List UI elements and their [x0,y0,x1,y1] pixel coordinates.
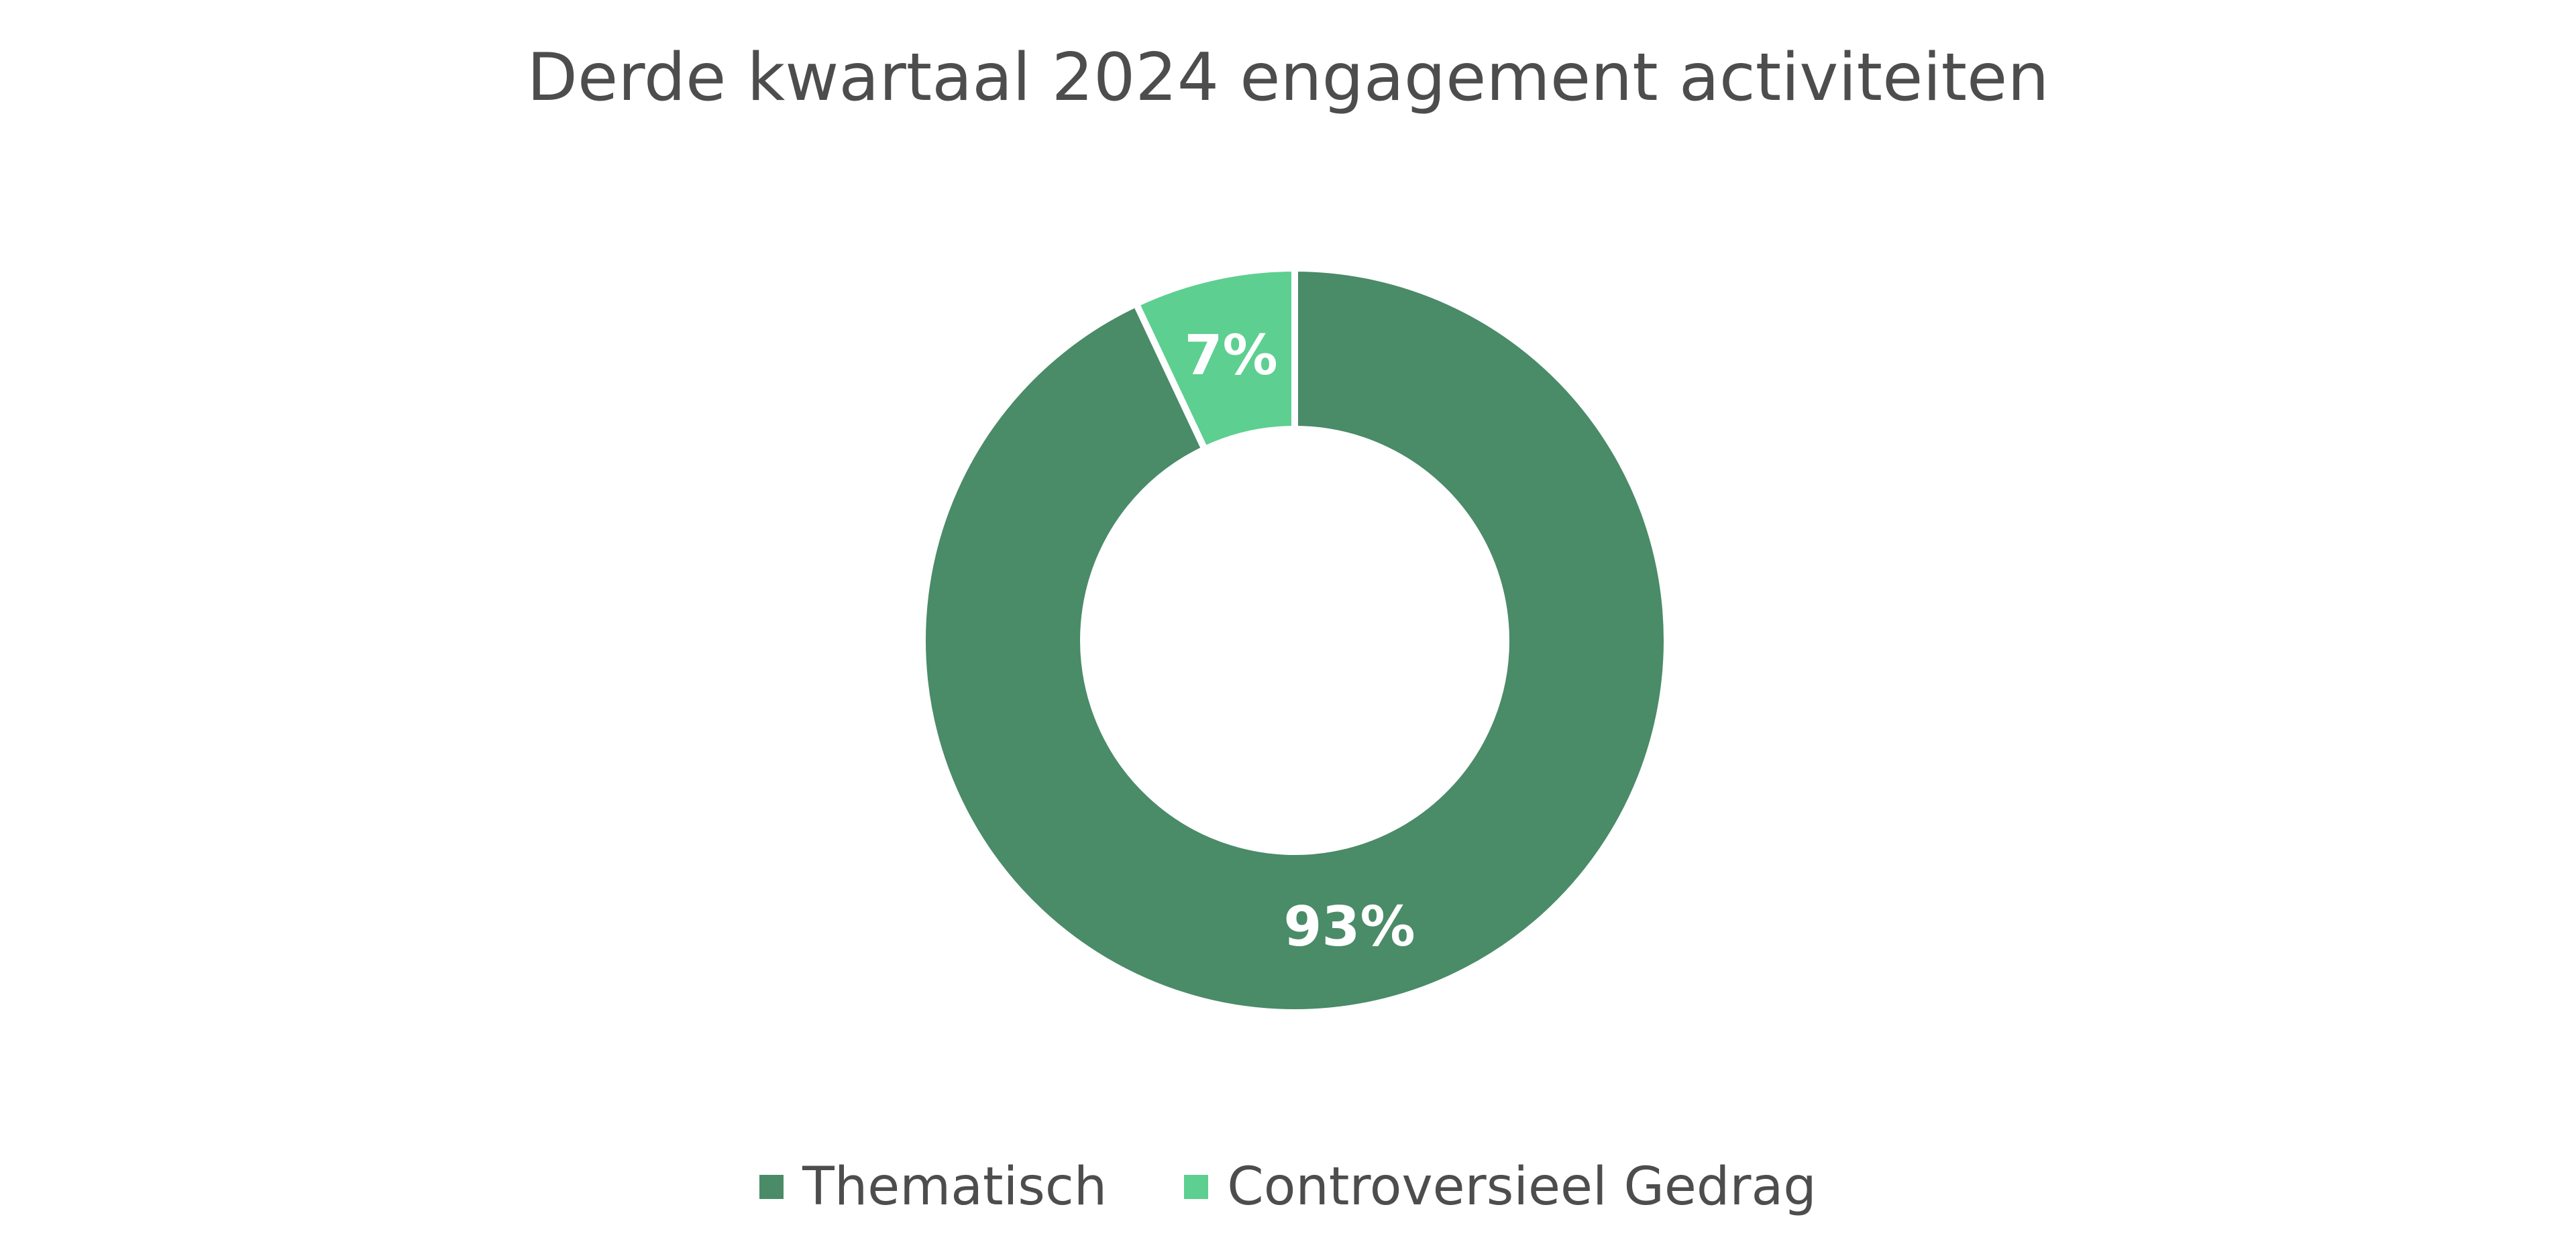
slice-controversieel-gedrag [1132,264,1298,454]
slices-group [919,264,1670,1016]
legend-item-controversieel-gedrag: Controversieel Gedrag [1184,1157,1817,1217]
slice-thematisch [919,264,1670,1016]
legend-label-controversieel-gedrag: Controversieel Gedrag [1227,1157,1817,1217]
legend: Thematisch Controversieel Gedrag [0,1157,2576,1217]
data-label-controversieel-gedrag: 7% [1184,324,1277,388]
legend-item-thematisch: Thematisch [759,1157,1107,1217]
data-label-thematisch: 93% [1283,895,1415,959]
legend-swatch-controversieel-gedrag [1184,1175,1209,1199]
legend-label-thematisch: Thematisch [802,1157,1108,1217]
data-labels-group: 93% 7% [1184,324,1415,959]
chart-title: Derde kwartaal 2024 engagement activitei… [527,40,2049,116]
legend-swatch-thematisch [759,1175,784,1199]
